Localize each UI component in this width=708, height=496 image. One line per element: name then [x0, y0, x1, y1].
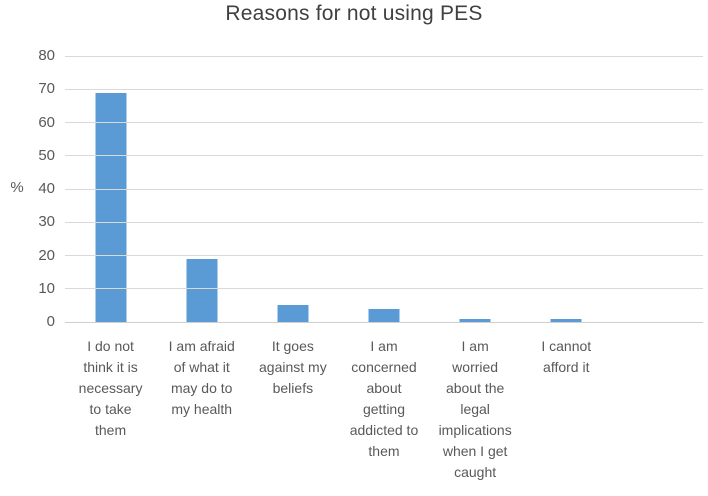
x-axis-line	[65, 321, 703, 323]
gridline	[65, 221, 703, 223]
y-tick-label: 60	[38, 113, 55, 131]
y-tick-label: 30	[38, 213, 55, 231]
y-axis-title: %	[10, 179, 24, 196]
bar-slot	[430, 56, 521, 322]
gridline	[65, 288, 703, 290]
x-category-label: I am afraid of what it may do to my heal…	[168, 338, 235, 417]
bar-slot	[65, 56, 156, 322]
x-category-label: I am concerned about getting addicted to…	[349, 338, 419, 459]
bar	[459, 319, 491, 322]
bar	[277, 305, 309, 322]
chart-title: Reasons for not using PES	[225, 2, 483, 25]
x-category-label: It goes against my beliefs	[259, 338, 327, 396]
gridline	[65, 122, 703, 123]
x-category-label: I am worried about the legal implication…	[438, 338, 512, 480]
bar	[186, 259, 218, 322]
gridline	[65, 188, 703, 190]
bar-slot	[338, 56, 429, 322]
x-category-label: I cannot afford it	[541, 338, 592, 375]
bar	[95, 93, 127, 322]
y-tick-label: 0	[46, 313, 55, 330]
x-category-label: I do not think it is necessary to take t…	[78, 338, 143, 438]
bar-slot	[247, 56, 338, 322]
plot-area: 0 10 20 30 40 50 60 70 80	[38, 47, 703, 330]
y-tick-label: 50	[38, 146, 55, 164]
bar	[550, 319, 582, 322]
gridline	[65, 155, 703, 157]
y-tick-label: 80	[38, 47, 55, 64]
gridline	[65, 55, 703, 57]
bars-row	[65, 56, 703, 322]
y-tick-label: 10	[38, 279, 55, 297]
bar	[368, 309, 400, 322]
gridline	[65, 88, 703, 90]
y-tick-label: 40	[38, 180, 55, 197]
bar-slot	[521, 56, 612, 322]
bar-slot	[156, 56, 247, 322]
gridline	[65, 255, 703, 256]
y-tick-label: 20	[38, 246, 55, 264]
x-axis-labels: I do not think it is necessary to take t…	[65, 336, 703, 483]
y-tick-label: 70	[38, 80, 55, 98]
